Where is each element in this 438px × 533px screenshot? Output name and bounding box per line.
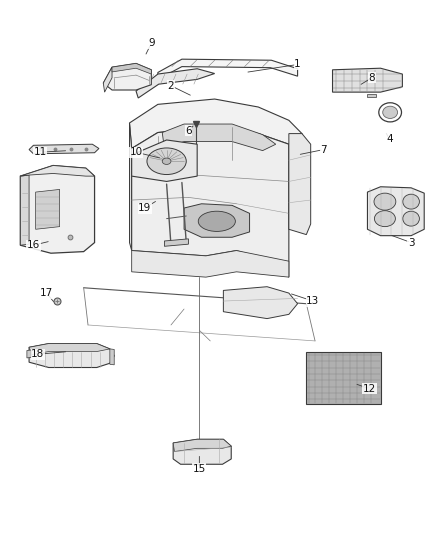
Ellipse shape — [374, 193, 396, 210]
Polygon shape — [20, 175, 29, 245]
Text: 16: 16 — [27, 240, 40, 250]
Polygon shape — [132, 251, 289, 277]
Polygon shape — [110, 349, 114, 365]
Text: 3: 3 — [408, 238, 414, 247]
Text: 18: 18 — [31, 349, 44, 359]
Text: 15: 15 — [193, 464, 206, 473]
Text: 4: 4 — [386, 134, 392, 144]
Polygon shape — [367, 94, 376, 98]
Polygon shape — [29, 344, 114, 368]
Text: 13: 13 — [306, 296, 319, 306]
Polygon shape — [20, 165, 95, 253]
Polygon shape — [103, 63, 151, 90]
Ellipse shape — [383, 106, 398, 118]
Text: 17: 17 — [40, 288, 53, 298]
Text: 9: 9 — [148, 38, 155, 48]
Ellipse shape — [403, 211, 420, 226]
Ellipse shape — [162, 158, 171, 165]
Polygon shape — [164, 239, 188, 246]
Polygon shape — [132, 140, 197, 181]
Ellipse shape — [374, 211, 396, 227]
Polygon shape — [130, 99, 302, 149]
Polygon shape — [103, 67, 112, 92]
Ellipse shape — [403, 194, 420, 209]
Polygon shape — [112, 63, 151, 74]
Polygon shape — [367, 187, 424, 236]
Text: 19: 19 — [138, 203, 152, 213]
Polygon shape — [184, 204, 250, 237]
Ellipse shape — [147, 148, 186, 174]
Polygon shape — [332, 68, 403, 92]
Polygon shape — [306, 352, 381, 403]
Polygon shape — [158, 59, 297, 79]
Polygon shape — [27, 350, 31, 358]
Text: 8: 8 — [368, 73, 375, 83]
Text: 1: 1 — [294, 60, 301, 69]
Polygon shape — [223, 287, 297, 319]
Polygon shape — [136, 69, 215, 98]
Text: 6: 6 — [185, 126, 192, 136]
Polygon shape — [289, 134, 311, 235]
Polygon shape — [162, 124, 276, 151]
Polygon shape — [29, 344, 110, 355]
Text: 7: 7 — [321, 144, 327, 155]
Polygon shape — [130, 123, 132, 251]
Polygon shape — [173, 439, 231, 464]
Polygon shape — [289, 134, 302, 229]
Polygon shape — [132, 127, 289, 277]
Polygon shape — [20, 165, 95, 176]
Text: 2: 2 — [168, 81, 174, 91]
Ellipse shape — [379, 103, 402, 122]
Text: 12: 12 — [363, 384, 376, 394]
Ellipse shape — [198, 211, 235, 231]
Text: 10: 10 — [130, 147, 143, 157]
Text: 11: 11 — [33, 147, 46, 157]
Polygon shape — [35, 189, 60, 229]
Polygon shape — [29, 144, 99, 154]
Polygon shape — [173, 439, 231, 451]
